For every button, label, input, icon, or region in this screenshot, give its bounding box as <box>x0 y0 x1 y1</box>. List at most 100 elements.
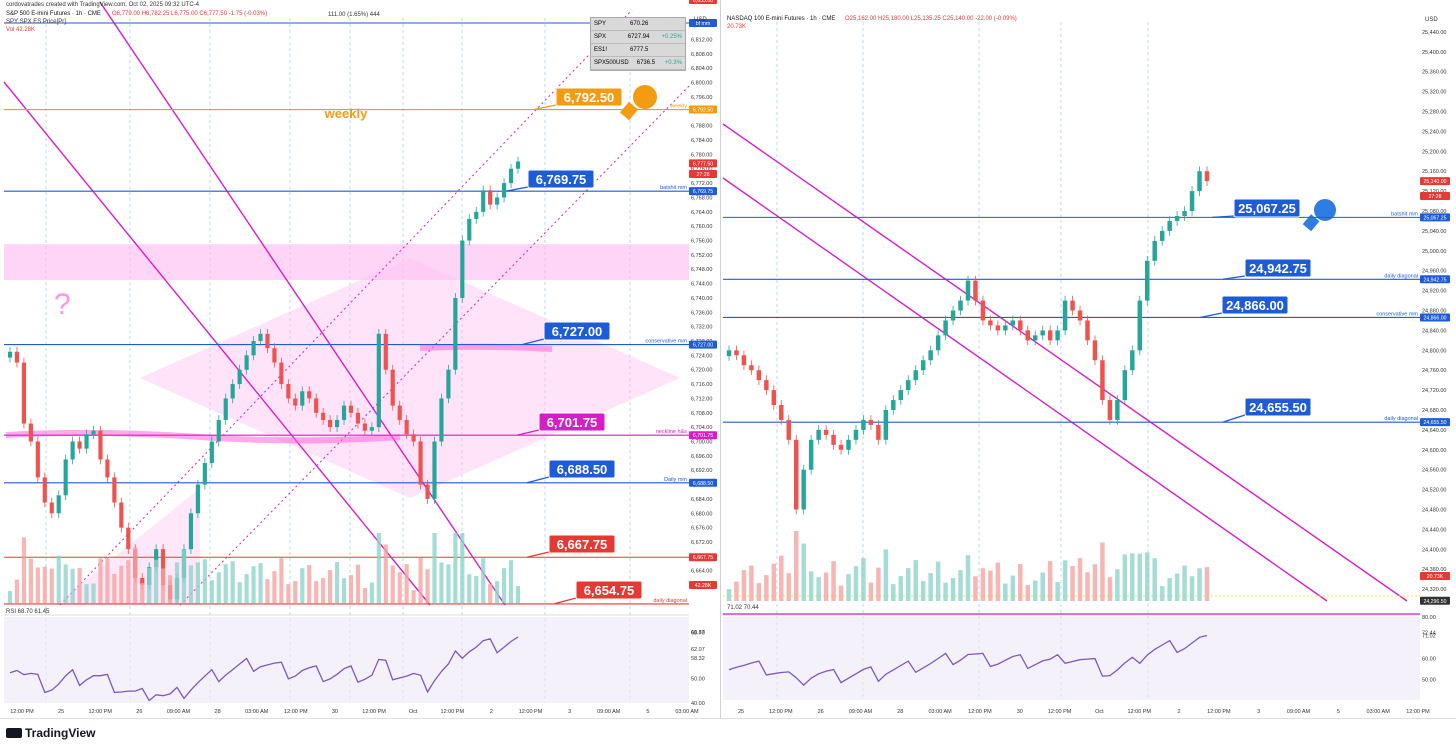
es-chart-canvas[interactable]: ?weekly6,816.006,812.006,808.006,804.006… <box>0 0 720 718</box>
candle <box>209 441 214 464</box>
volume-bar <box>853 566 859 601</box>
volume-bar <box>334 562 340 603</box>
volume-bar <box>771 563 777 601</box>
candle <box>1174 215 1180 221</box>
candle <box>216 419 221 442</box>
candle <box>741 355 747 366</box>
price-tick-label: 25,160.00 <box>1422 169 1446 175</box>
candle <box>425 484 430 499</box>
price-tick-label: 6,748.00 <box>691 267 712 273</box>
price-tick-label: 6,664.00 <box>691 569 712 575</box>
price-tick-label: 25,320.00 <box>1422 90 1446 96</box>
time-tick-label: 12:00 PM <box>1048 709 1072 715</box>
price-tick-label: 6,776.00 <box>691 167 712 173</box>
candle <box>1062 300 1068 331</box>
candle <box>846 439 851 450</box>
price-tick-label: 25,360.00 <box>1422 70 1446 76</box>
price-tag-label: 42.28K <box>695 583 712 589</box>
price-tick-label: 6,732.00 <box>691 325 712 331</box>
time-tick-label: 12:00 PM <box>1207 709 1231 715</box>
candle <box>779 405 784 420</box>
candle <box>341 405 347 420</box>
candle <box>726 350 732 357</box>
volume-bar <box>14 579 20 603</box>
price-tag <box>1420 177 1450 186</box>
es-symbol[interactable]: S&P 500 E-mini Futures · 1h · CME <box>6 11 101 17</box>
candle <box>321 412 326 420</box>
volume-bar <box>1115 569 1120 601</box>
volume-bar <box>515 586 521 603</box>
candle <box>362 423 367 431</box>
rsi-tick-label: 50.00 <box>1422 677 1436 683</box>
candle <box>140 577 145 586</box>
time-tick-label: 12:00 PM <box>284 709 308 715</box>
time-tick-label: 03:00 AM <box>245 709 269 715</box>
candle <box>432 441 437 499</box>
time-tick-label: 2 <box>1178 709 1181 715</box>
es-indicator[interactable]: SPY SPX ES Price[Pr] <box>6 19 66 25</box>
price-tick-label: 6,680.00 <box>691 511 712 517</box>
price-tag-label: 6,727.00 <box>693 343 713 349</box>
candle <box>1159 230 1165 241</box>
volume-bar <box>935 561 941 601</box>
candle <box>495 197 500 205</box>
nq-symbol[interactable]: NASDAQ 100 E-mini Futures · 1h · CME <box>727 16 836 22</box>
candle <box>876 424 881 440</box>
volume-bar <box>1055 582 1060 601</box>
candle <box>404 419 409 435</box>
candle <box>223 398 228 420</box>
time-tick-label: 09:00 AM <box>597 709 621 715</box>
price-tick-label: 6,716.00 <box>691 382 712 388</box>
candle <box>126 527 131 550</box>
candle <box>928 350 933 361</box>
candle <box>508 168 514 184</box>
nq-rsi-header[interactable]: 71.02 70.44 <box>727 605 759 611</box>
volume-bar <box>49 568 54 603</box>
price-tick-label: 6,740.00 <box>691 296 712 302</box>
level-note: Daily mm <box>664 477 687 483</box>
price-tag <box>689 187 717 196</box>
level-callout-label: 6,688.50 <box>557 462 608 477</box>
tradingview-logo[interactable]: TradingView <box>6 726 95 740</box>
price-tick-label: 25,400.00 <box>1422 50 1446 56</box>
price-tag <box>689 431 717 440</box>
candle <box>63 459 68 496</box>
volume-bar <box>734 581 739 601</box>
usd-label: USD <box>694 17 707 23</box>
rsi-tick-label: 40.00 <box>691 701 705 707</box>
price-tick-label: 24,560.00 <box>1422 468 1446 474</box>
volume-bar <box>230 561 235 603</box>
volume-bar <box>1152 558 1157 601</box>
candle <box>21 362 27 424</box>
volume-bar <box>397 572 402 603</box>
price-tick-label: 6,752.00 <box>691 253 712 259</box>
candle <box>14 351 20 363</box>
volume-bar <box>1025 585 1030 601</box>
volume-bar <box>1189 576 1195 601</box>
volume-bar <box>1040 572 1045 601</box>
candle <box>293 398 298 406</box>
candle <box>988 320 993 326</box>
volume-bar <box>913 560 918 601</box>
volume-bar <box>105 557 110 603</box>
volume-bar <box>195 562 200 603</box>
candle <box>891 400 896 410</box>
level-callout-label: 24,942.75 <box>1249 261 1307 276</box>
nq-chart-panel[interactable]: 25,440.00 25,400.00 25,360.00 25,320.00 25,2… <box>720 0 1456 718</box>
es-rsi-header[interactable]: RSI 68.70 61.45 <box>6 609 50 615</box>
nq-chart-canvas[interactable]: 25,440.00 25,400.00 25,360.00 25,320.00 25,2… <box>721 0 1456 718</box>
candle <box>230 384 235 399</box>
price-tick-label: 6,712.00 <box>691 396 712 402</box>
price-tick-label: 24,760.00 <box>1422 368 1446 374</box>
volume-bar <box>793 531 799 601</box>
level-note: batshit mm <box>1391 211 1418 217</box>
volume-bar <box>786 573 791 601</box>
candle <box>501 183 507 198</box>
candle <box>376 333 381 428</box>
time-tick-label: 12:00 PM <box>1127 709 1151 715</box>
candle <box>883 409 889 440</box>
time-tick-label: 09:00 AM <box>167 709 191 715</box>
candle <box>980 300 986 321</box>
candle <box>515 161 521 169</box>
es-chart-panel[interactable]: ?weekly6,816.006,812.006,808.006,804.006… <box>0 0 720 718</box>
